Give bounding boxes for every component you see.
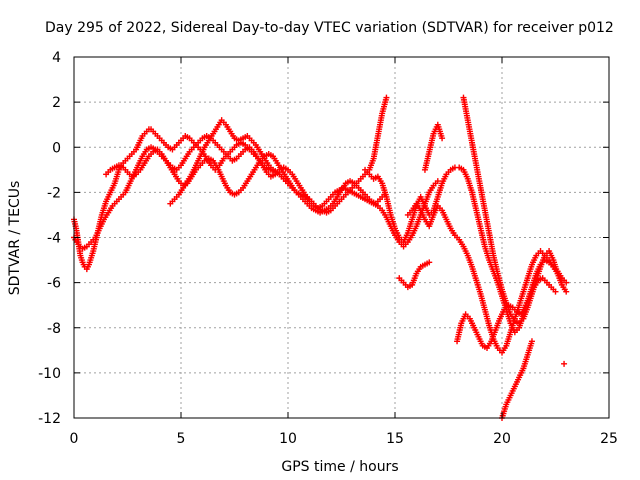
- data-series: [103, 146, 388, 216]
- data-point: [383, 94, 390, 101]
- data-series: [167, 117, 294, 207]
- y-tick-label: -8: [47, 321, 61, 337]
- y-tick-label: -4: [47, 231, 61, 247]
- data-point: [528, 338, 535, 345]
- y-tick-label: -6: [47, 276, 61, 292]
- data-points: [71, 94, 570, 421]
- data-series: [499, 338, 535, 421]
- data-point: [426, 259, 433, 266]
- data-series: [71, 94, 390, 273]
- y-tick-label: -2: [47, 185, 61, 201]
- data-series: [561, 360, 568, 367]
- data-point: [434, 178, 441, 185]
- x-tick-label: 25: [600, 431, 618, 447]
- data-point: [439, 135, 446, 142]
- y-tick-label: 4: [52, 50, 61, 66]
- data-point: [287, 182, 294, 189]
- x-tick-label: 0: [70, 431, 79, 447]
- grid: [74, 57, 609, 418]
- x-tick-label: 5: [177, 431, 186, 447]
- data-series: [421, 121, 446, 173]
- data-point: [563, 288, 570, 295]
- data-series: [454, 275, 559, 352]
- x-axis-label: GPS time / hours: [281, 459, 398, 475]
- y-tick-label: 0: [52, 140, 61, 156]
- x-tick-label: 20: [493, 431, 511, 447]
- y-tick-label: 2: [52, 95, 61, 111]
- data-point: [552, 288, 559, 295]
- axis-ticks: 0 5 10 15 20 25 -12 -10 -8 -6 -4 -2 0 2 4: [38, 50, 618, 447]
- x-tick-label: 15: [386, 431, 404, 447]
- data-series: [396, 259, 433, 291]
- y-axis-label: SDTVAR / TECUs: [7, 181, 23, 296]
- data-point: [563, 279, 570, 286]
- y-tick-label: -10: [38, 366, 61, 382]
- chart-title: Day 295 of 2022, Sidereal Day-to-day VTE…: [45, 20, 614, 36]
- data-point: [561, 360, 568, 367]
- y-tick-label: -12: [38, 411, 61, 427]
- data-series: [460, 94, 570, 327]
- x-tick-label: 10: [279, 431, 297, 447]
